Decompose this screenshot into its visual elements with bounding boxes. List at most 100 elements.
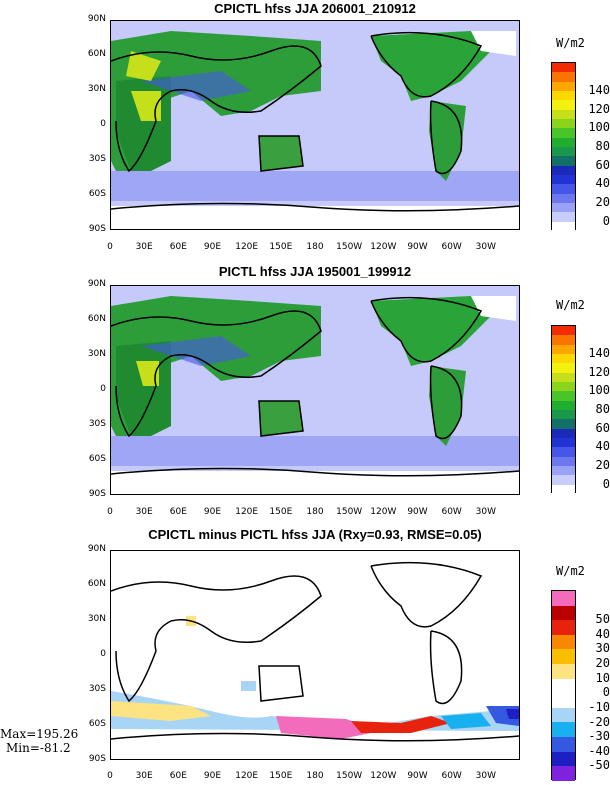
colorbar-label: 20: [595, 195, 610, 209]
colorbar-swatch: [552, 156, 575, 166]
colorbar-label: 40: [595, 176, 610, 191]
lon-tick-label: 30E: [135, 771, 153, 781]
colorbar-units: W/m2: [556, 298, 585, 312]
lon-tick-label: 0: [107, 242, 113, 252]
colorbar-swatch: [552, 475, 575, 485]
colorbar-swatch: [552, 649, 575, 665]
lon-tick-label: 90E: [203, 507, 222, 517]
colorbar: [551, 590, 576, 781]
colorbar-swatch: [552, 372, 575, 382]
lat-tick-label: 30S: [88, 154, 106, 164]
colorbar-swatch: [552, 381, 575, 392]
lon-tick-label: 30W: [475, 242, 497, 252]
lat-tick-label: 0: [100, 384, 106, 394]
lat-tick-label: 0: [100, 649, 106, 659]
lon-tick-label: 0: [107, 771, 113, 781]
lat-tick-label: 30S: [88, 684, 106, 694]
colorbar-units: W/m2: [556, 564, 585, 578]
colorbar-label: 140: [588, 346, 610, 360]
colorbar-label: 40: [595, 626, 610, 641]
colorbar-swatch: [552, 409, 575, 420]
colorbar-swatch: [552, 118, 575, 129]
lon-tick-label: 120W: [370, 771, 397, 781]
lon-tick-label: 60E: [169, 771, 187, 781]
panel-title: CPICTL hfss JJA 206001_210912: [214, 1, 416, 16]
lon-tick-label: 60W: [441, 771, 462, 781]
colorbar-swatch: [552, 465, 575, 476]
lat-tick-label: 30N: [87, 614, 106, 624]
colorbar-label: 50: [595, 612, 610, 627]
colorbar-label: 0: [602, 685, 610, 700]
colorbar-label: -20: [588, 714, 610, 729]
colorbar-label: 140: [588, 83, 610, 97]
lon-tick-label: 30E: [135, 507, 153, 517]
lat-tick-label: 60N: [87, 314, 106, 324]
map-plot: [110, 285, 520, 495]
lon-tick-label: 180: [306, 507, 324, 517]
colorbar-label: 100: [588, 120, 610, 135]
colorbar-swatch: [552, 221, 575, 231]
colorbar-swatch: [552, 109, 575, 119]
lon-tick-label: 90W: [407, 507, 428, 517]
lon-tick-label: 30E: [135, 242, 153, 252]
colorbar-label: 120: [588, 364, 610, 379]
colorbar-label: 120: [588, 101, 610, 116]
lon-tick-label: 150E: [269, 771, 293, 781]
lon-tick-label: 30W: [475, 771, 497, 781]
lat-tick-label: 90N: [87, 544, 106, 554]
colorbar-swatch: [552, 128, 575, 138]
colorbar-labels: 0 20 40 60 80 100 120 140: [582, 62, 610, 230]
colorbar-swatch: [552, 437, 575, 448]
colorbar-swatch: [552, 202, 575, 213]
lat-tick-label: 30S: [88, 419, 106, 429]
colorbar-swatch: [552, 335, 575, 345]
colorbar-label: 60: [595, 420, 610, 435]
colorbar-label: 0: [602, 213, 610, 228]
colorbar-swatch: [552, 212, 575, 222]
lat-tick-label: 60N: [87, 49, 106, 59]
lon-tick-label: 150W: [336, 771, 363, 781]
colorbar-label: 10: [595, 670, 610, 685]
lon-tick-label: 150W: [336, 242, 363, 252]
colorbar-swatch: [552, 353, 575, 364]
colorbar-swatch: [552, 664, 575, 679]
colorbar-label: -10: [588, 699, 610, 714]
lon-axis: 0 30E 60E 90E 120E 150E 180 150W 120W 90W 60W 30W: [107, 771, 520, 785]
colorbar-swatch: [552, 737, 575, 752]
lat-tick-label: 90N: [87, 279, 106, 289]
lat-axis: 90N 60N 30N 0 30S 60S 90S: [80, 279, 106, 499]
lat-axis: 90N 60N 30N 0 30S 60S 90S: [80, 14, 106, 234]
lat-tick-label: 90N: [87, 14, 106, 24]
lat-tick-label: 30N: [87, 349, 106, 359]
colorbar-swatch: [552, 605, 575, 621]
colorbar-swatch: [552, 184, 575, 194]
lon-tick-label: 120W: [370, 507, 397, 517]
colorbar-swatch: [552, 447, 575, 457]
lon-tick-label: 120E: [235, 507, 259, 517]
colorbar-swatch: [552, 344, 575, 354]
colorbar-swatch: [552, 678, 575, 694]
lat-tick-label: 90S: [88, 754, 106, 764]
colorbar-swatch: [552, 326, 575, 336]
lat-tick-label: 90S: [88, 224, 106, 234]
lon-tick-label: 120E: [235, 242, 259, 252]
lat-tick-label: 0: [100, 119, 106, 129]
min-value: Min=-81.2: [6, 741, 71, 755]
colorbar-swatch: [552, 146, 575, 157]
colorbar-swatch: [552, 137, 575, 147]
panel-title: CPICTL minus PICTL hfss JJA (Rxy=0.93, R…: [148, 527, 482, 542]
colorbar-label: 100: [588, 383, 610, 398]
lon-tick-label: 180: [306, 242, 324, 252]
map-plot: [110, 550, 520, 760]
colorbar-swatch: [552, 428, 575, 438]
lat-tick-label: 30N: [87, 84, 106, 94]
lon-tick-label: 30W: [475, 507, 497, 517]
colorbar-label: 20: [595, 656, 610, 671]
colorbar: [551, 62, 576, 231]
colorbar-label: -30: [588, 729, 610, 744]
lat-axis: 90N 60N 30N 0 30S 60S 90S: [80, 544, 106, 764]
colorbar-label: 60: [595, 157, 610, 172]
lat-tick-label: 60S: [88, 719, 106, 729]
lon-tick-label: 90W: [407, 242, 428, 252]
colorbar-swatch: [552, 165, 575, 175]
